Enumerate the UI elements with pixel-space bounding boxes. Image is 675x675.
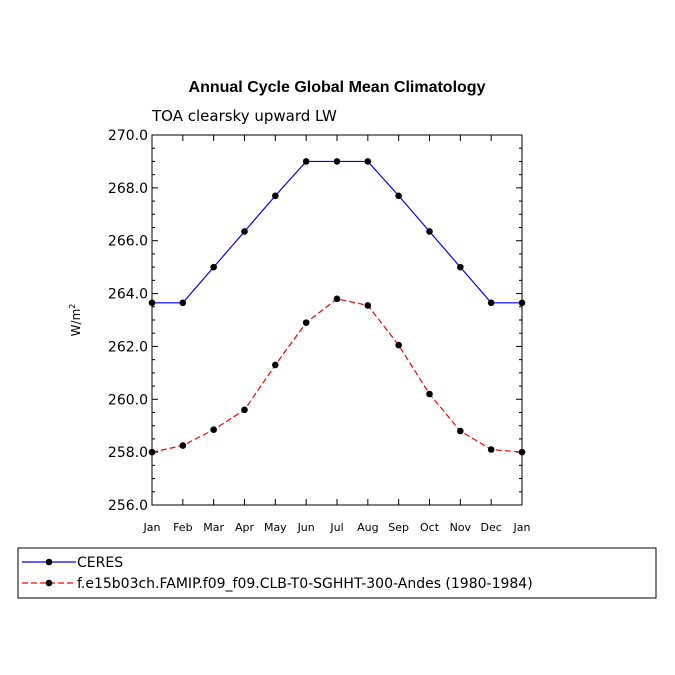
data-point [333, 158, 341, 165]
y-tick-label: 264.0 [108, 287, 148, 303]
y-tick-label: 260.0 [108, 392, 148, 408]
series-line-1 [151, 298, 523, 453]
data-point [457, 263, 464, 271]
legend-marker [45, 558, 53, 566]
data-point [272, 361, 279, 369]
series-layer [148, 158, 526, 456]
data-point [364, 302, 372, 309]
legend-label: CERES [77, 555, 123, 571]
x-tick-label: Nov [450, 521, 472, 534]
y-tick-label: 266.0 [108, 234, 148, 250]
x-tick-label: Dec [481, 521, 502, 534]
x-tick-label: Apr [235, 521, 255, 534]
data-point [395, 341, 402, 349]
data-point [487, 299, 495, 307]
legend: CERES f.e15b03ch.FAMIP.f09_f09.CLB-T0-SGH… [22, 555, 533, 592]
chart-title: Annual Cycle Global Mean Climatology [189, 79, 486, 96]
y-axis-label-main: W/m [69, 309, 83, 337]
legend-box [17, 547, 657, 599]
y-tick-label: 268.0 [108, 181, 148, 197]
data-point [272, 192, 279, 200]
x-tick-label: Oct [420, 521, 440, 534]
data-point [210, 426, 217, 433]
data-point [302, 158, 310, 165]
data-point [148, 299, 156, 307]
x-tick-label: Feb [173, 521, 192, 534]
data-point [426, 390, 433, 398]
y-tick-label: 256.0 [108, 498, 148, 514]
y-tick-label: 262.0 [108, 339, 148, 355]
data-point [518, 448, 526, 456]
y-axis-label: W/m2 [68, 304, 83, 337]
x-tick-label: Jan [513, 521, 531, 534]
data-point [395, 192, 402, 200]
data-point [241, 406, 248, 414]
data-point [518, 299, 526, 307]
x-tick-label: May [264, 521, 287, 534]
y-axis-label-sup: 2 [68, 304, 77, 309]
data-point [241, 228, 248, 235]
data-point [179, 442, 187, 449]
x-tick-label: Aug [357, 521, 378, 534]
plot-frame [151, 134, 523, 506]
x-axis: Jan Feb Mar Apr May Jun Jul Aug Sep Oct Nov Dec Jan [143, 135, 531, 534]
x-tick-label: Sep [388, 521, 409, 534]
legend-label: f.e15b03ch.FAMIP.f09_f09.CLB-T0-SGHHT-30… [77, 576, 533, 592]
series-line-0 [152, 160, 522, 304]
y-tick-label: 270.0 [108, 128, 148, 144]
data-point [333, 295, 341, 303]
data-point [148, 448, 156, 456]
x-tick-label: Jan [143, 521, 161, 534]
x-tick-label: Mar [203, 521, 224, 534]
data-point [210, 263, 217, 271]
legend-marker [45, 579, 53, 587]
data-point [364, 158, 372, 165]
data-point [302, 319, 310, 326]
data-point [487, 446, 495, 453]
y-tick-label: 258.0 [108, 445, 148, 461]
x-tick-label: Jun [297, 521, 315, 534]
data-point [426, 228, 433, 235]
data-point [179, 299, 187, 307]
x-tick-label: Jul [329, 521, 343, 534]
data-point [457, 427, 464, 435]
y-axis: 256.0 258.0 260.0 262.0 264.0 266.0 268.0 270.0 [108, 128, 522, 514]
chart-subtitle: TOA clearsky upward LW [151, 107, 337, 125]
